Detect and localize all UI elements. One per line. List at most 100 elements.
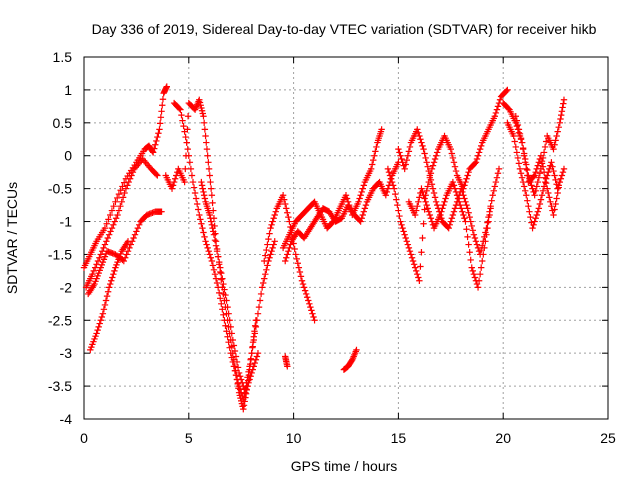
data-point: [97, 264, 104, 271]
data-point: [170, 178, 178, 186]
data-point: [233, 358, 241, 366]
data-point: [461, 195, 468, 202]
data-point: [409, 257, 417, 265]
data-point: [560, 100, 567, 107]
data-point: [513, 149, 521, 156]
data-point: [177, 106, 184, 113]
data-point: [452, 188, 460, 196]
data-point: [542, 179, 550, 187]
data-point: [197, 102, 204, 109]
data-point: [418, 139, 425, 146]
data-point: [227, 349, 234, 357]
data-point: [452, 167, 460, 175]
data-point: [185, 152, 192, 159]
data-point: [211, 236, 219, 244]
data-point: [246, 376, 253, 383]
data-point: [124, 247, 132, 255]
data-point: [494, 103, 502, 110]
data-point: [418, 185, 425, 192]
x-tick-label: 0: [80, 430, 88, 446]
data-point: [424, 183, 431, 190]
data-point: [410, 261, 418, 268]
series-track-g: [198, 178, 262, 396]
data-point: [101, 241, 109, 248]
data-point: [541, 143, 549, 151]
data-point: [270, 215, 277, 222]
data-point: [516, 165, 524, 173]
data-point: [413, 207, 420, 214]
data-point: [465, 241, 472, 248]
data-point: [260, 279, 267, 287]
data-point: [203, 241, 210, 248]
data-point: [157, 114, 165, 121]
data-point: [448, 150, 456, 157]
data-point: [307, 303, 314, 311]
data-point: [531, 218, 538, 225]
data-point: [449, 211, 457, 219]
data-point: [453, 192, 461, 199]
data-point: [525, 202, 532, 210]
data-point: [477, 264, 485, 271]
data-point: [460, 192, 467, 199]
data-point: [199, 224, 206, 232]
data-point: [232, 353, 240, 360]
data-point: [285, 213, 292, 221]
data-point: [87, 346, 94, 354]
data-point: [186, 159, 194, 166]
data-point: [198, 182, 206, 189]
data-point: [554, 189, 561, 197]
data-point: [426, 172, 434, 179]
data-point: [472, 159, 480, 166]
data-point: [360, 182, 368, 189]
data-point: [419, 234, 426, 242]
data-point: [471, 234, 479, 242]
data-point: [513, 117, 521, 124]
data-point: [420, 145, 427, 153]
data-point: [462, 218, 469, 225]
data-point: [108, 224, 116, 232]
data-point: [446, 221, 453, 229]
data-point: [537, 152, 545, 159]
data-point: [120, 257, 128, 265]
data-point: [458, 205, 465, 212]
data-point: [369, 161, 376, 168]
data-point: [342, 192, 350, 199]
data-point: [473, 241, 481, 248]
series-track-q: [504, 119, 568, 232]
data-point: [261, 257, 268, 265]
data-point: [551, 206, 558, 213]
data-point: [200, 192, 208, 199]
data-point: [465, 168, 472, 176]
data-point: [519, 145, 527, 153]
data-point: [553, 132, 560, 140]
data-point: [492, 178, 500, 186]
data-point: [205, 159, 212, 166]
data-point: [135, 221, 143, 229]
series-track-o: [405, 178, 494, 291]
data-point: [123, 251, 130, 258]
y-tick-label: 1: [64, 82, 72, 98]
data-point: [207, 215, 214, 222]
data-point: [111, 267, 118, 275]
data-point: [503, 87, 510, 95]
data-point: [549, 163, 556, 170]
data-point: [301, 287, 309, 294]
data-point: [209, 199, 216, 207]
data-point: [285, 247, 292, 255]
data-point: [284, 251, 291, 258]
data-point: [422, 154, 429, 162]
data-point: [108, 207, 116, 214]
data-point: [389, 182, 397, 189]
data-point: [511, 138, 518, 145]
data-point: [178, 111, 185, 119]
data-point: [477, 142, 485, 150]
data-point: [152, 141, 159, 148]
data-point: [179, 117, 186, 124]
data-point: [95, 269, 102, 277]
data-point: [96, 254, 103, 261]
data-point: [386, 172, 394, 179]
data-point: [230, 363, 238, 370]
data-point: [309, 310, 316, 317]
data-point: [198, 107, 206, 114]
data-point: [195, 206, 202, 213]
